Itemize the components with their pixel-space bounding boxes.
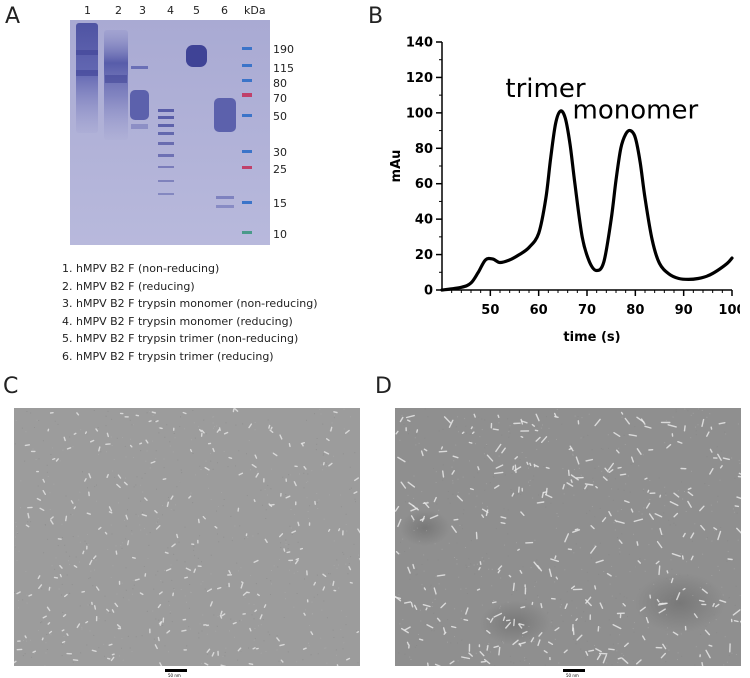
- panel-b-label: B: [368, 4, 384, 29]
- annotation-trimer: trimer: [505, 74, 585, 104]
- lane-2-smear: [104, 30, 128, 140]
- x-tick-label: 100: [718, 303, 740, 318]
- gel-legend: 1. hMPV B2 F (non-reducing) 2. hMPV B2 F…: [62, 260, 318, 365]
- y-tick-label: 60: [415, 177, 433, 192]
- sec-chromatogram: 0 20 40 60 80 100 120 140 50 60 70 80 90 100 mAu tim…: [389, 36, 740, 346]
- lane-number: 3: [139, 4, 146, 17]
- legend-item: 3. hMPV B2 F trypsin monomer (non-reduci…: [62, 297, 318, 310]
- kda-marker: 25: [273, 163, 287, 176]
- kda-marker: 10: [273, 228, 287, 241]
- lane-1-smear: [76, 23, 98, 133]
- lane-3-band: [131, 66, 148, 69]
- y-tick-label: 80: [415, 142, 433, 157]
- kda-header: kDa: [244, 4, 266, 17]
- y-tick-label: 140: [406, 36, 433, 51]
- scale-bar-c: [165, 669, 187, 672]
- scale-bar-c-label: 50 nm: [168, 673, 181, 678]
- legend-item: 5. hMPV B2 F trypsin trimer (non-reducin…: [62, 332, 299, 345]
- x-tick-label: 90: [675, 303, 693, 318]
- x-tick-label: 60: [530, 303, 548, 318]
- x-tick-label: 70: [578, 303, 596, 318]
- x-axis-label: time (s): [563, 330, 620, 345]
- legend-item: 1. hMPV B2 F (non-reducing): [62, 262, 220, 275]
- lane-number: 5: [193, 4, 200, 17]
- x-axis: 50 60 70 80 90 100: [442, 289, 740, 318]
- lane-3-band: [130, 90, 149, 120]
- x-tick-label: 80: [626, 303, 644, 318]
- y-axis-label: mAu: [389, 150, 404, 183]
- micrograph-d-image: [395, 408, 741, 666]
- kda-marker: 190: [273, 43, 294, 56]
- lane-5-band: [186, 45, 207, 67]
- kda-marker: 70: [273, 92, 287, 105]
- marker-ladder: [242, 47, 252, 234]
- y-axis: 0 20 40 60 80 100 120 140: [406, 36, 443, 299]
- x-tick-label: 50: [481, 303, 499, 318]
- kda-marker: 30: [273, 146, 287, 159]
- panel-a-label: A: [5, 4, 21, 29]
- micrograph-c-image: [14, 408, 360, 666]
- micrograph-c: [14, 408, 360, 666]
- micrograph-d: [395, 408, 741, 666]
- y-tick-label: 100: [406, 106, 433, 121]
- gel-image: [70, 20, 270, 245]
- panel-d-label: D: [375, 374, 392, 399]
- particle-texture: [14, 408, 360, 666]
- lane-4-bands: [158, 109, 174, 195]
- sds-page-gel: [70, 20, 270, 245]
- lane-number: 2: [115, 4, 122, 17]
- kda-marker: 50: [273, 110, 287, 123]
- scale-bar-d: [563, 669, 585, 672]
- chromatogram-line: [440, 109, 734, 292]
- scale-bar-d-label: 50 nm: [566, 673, 579, 678]
- y-tick-label: 20: [415, 248, 433, 263]
- legend-item: 2. hMPV B2 F (reducing): [62, 279, 195, 293]
- legend-item: 6. hMPV B2 F trypsin trimer (reducing): [62, 349, 274, 363]
- kda-marker: 115: [273, 62, 294, 75]
- legend-item: 4. hMPV B2 F trypsin monomer (reducing): [62, 314, 293, 328]
- lane-number: 1: [84, 4, 91, 17]
- lane-number: 6: [221, 4, 228, 17]
- kda-marker: 15: [273, 197, 287, 210]
- panel-c-label: C: [3, 374, 19, 399]
- annotation-monomer: monomer: [573, 96, 699, 126]
- lane-6-band: [214, 98, 236, 132]
- y-tick-label: 40: [415, 213, 433, 228]
- y-tick-label: 120: [406, 71, 433, 86]
- lane-number: 4: [167, 4, 174, 17]
- y-tick-label: 0: [424, 284, 433, 299]
- kda-marker: 80: [273, 77, 287, 90]
- particle-texture: [395, 408, 741, 666]
